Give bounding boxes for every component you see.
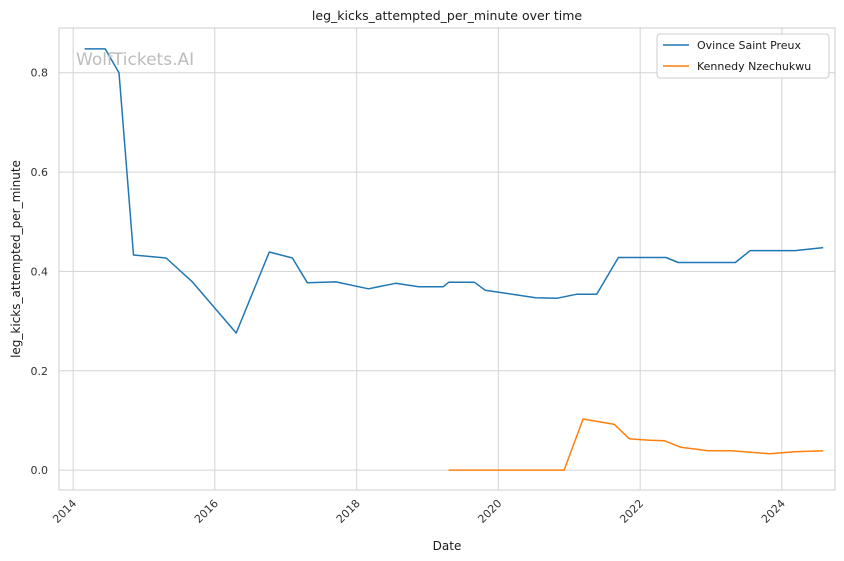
series-lines bbox=[84, 48, 824, 471]
y-tick-label-0.2: 0.2 bbox=[31, 365, 49, 378]
grid bbox=[59, 28, 835, 490]
plot-frame bbox=[58, 27, 836, 491]
legend: Ovince Saint Preux Kennedy Nzechukwu bbox=[656, 33, 830, 79]
x-axis-label: Date bbox=[433, 539, 462, 553]
watermark: WolfTickets.AI bbox=[76, 50, 194, 70]
y-tick-label-0.6: 0.6 bbox=[31, 166, 49, 179]
y-tick-label-0.8: 0.8 bbox=[31, 67, 49, 80]
chart-title: leg_kicks_attempted_per_minute over time bbox=[312, 8, 582, 23]
legend-label-kennedy-nzechukwu: Kennedy Nzechukwu bbox=[697, 60, 811, 73]
y-tick-label-0.0: 0.0 bbox=[31, 464, 49, 477]
y-axis-label: leg_kicks_attempted_per_minute bbox=[9, 160, 23, 358]
legend-label-ovince-saint-preux: Ovince Saint Preux bbox=[697, 39, 802, 52]
legend-box bbox=[656, 33, 830, 79]
y-tick-label-0.4: 0.4 bbox=[31, 265, 49, 278]
series-line-kennedy-nzechukwu bbox=[448, 418, 824, 471]
series-line-ovince-saint-preux bbox=[84, 48, 824, 334]
